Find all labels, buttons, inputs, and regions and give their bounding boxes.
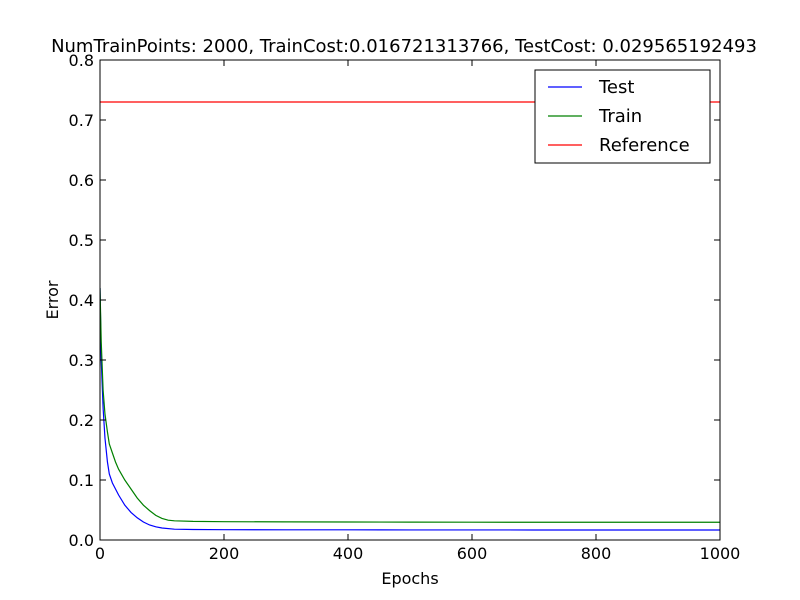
x-axis-ticks: 0 200 400 600 800 1000 xyxy=(95,60,740,563)
x-tick-label: 1000 xyxy=(700,544,741,563)
y-tick-label: 0.1 xyxy=(69,471,94,490)
series-layer xyxy=(100,101,720,531)
y-tick-label: 0.8 xyxy=(69,51,94,70)
x-tick-label: 200 xyxy=(209,544,240,563)
series-line-train xyxy=(100,287,720,523)
series-line-test xyxy=(100,287,720,531)
y-axis-label: Error xyxy=(43,280,62,319)
y-axis-ticks: 0.0 0.1 0.2 0.3 0.4 0.5 0.6 0.7 0.8 xyxy=(69,51,720,550)
x-tick-label: 600 xyxy=(457,544,488,563)
legend-label-reference: Reference xyxy=(599,135,690,156)
chart-title: NumTrainPoints: 2000, TrainCost:0.016721… xyxy=(51,36,757,57)
x-tick-label: 800 xyxy=(581,544,612,563)
x-axis-label: Epochs xyxy=(381,569,438,588)
x-tick-label: 0 xyxy=(95,544,105,563)
y-tick-label: 0.0 xyxy=(69,531,94,550)
y-tick-label: 0.4 xyxy=(69,291,94,310)
x-tick-label: 400 xyxy=(333,544,364,563)
y-tick-label: 0.5 xyxy=(69,231,94,250)
y-tick-label: 0.2 xyxy=(69,411,94,430)
legend-label-test: Test xyxy=(598,77,634,98)
legend: Test Train Reference xyxy=(534,69,711,164)
y-tick-label: 0.7 xyxy=(69,111,94,130)
y-tick-label: 0.3 xyxy=(69,351,94,370)
y-tick-label: 0.6 xyxy=(69,171,94,190)
legend-label-train: Train xyxy=(598,106,642,127)
